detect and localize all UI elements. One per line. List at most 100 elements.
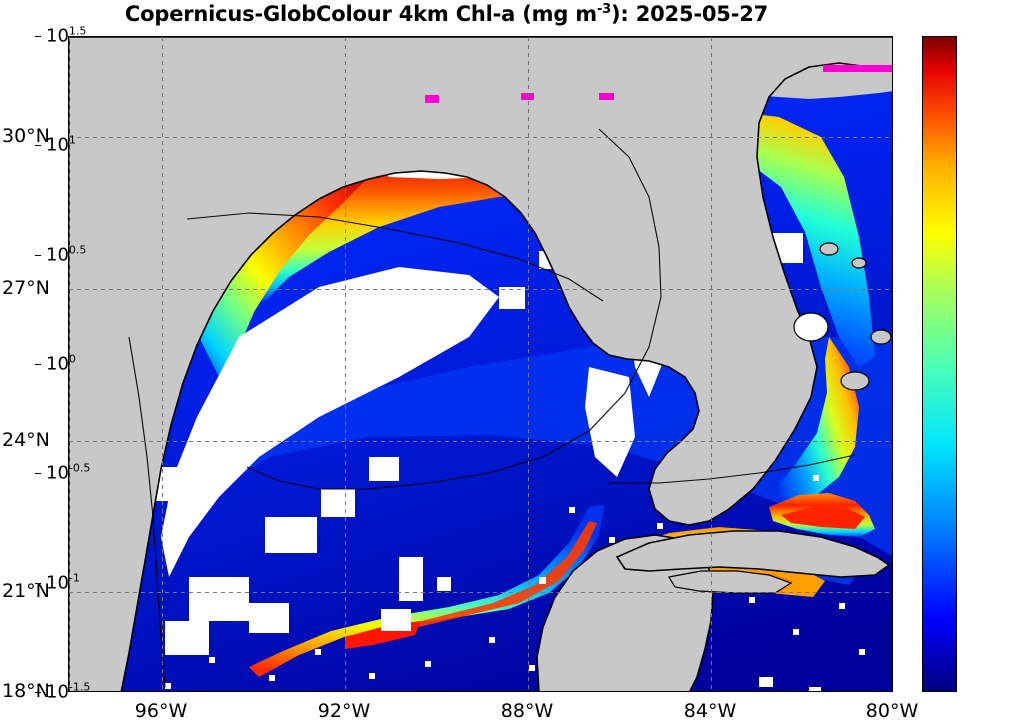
keys-maximum bbox=[781, 507, 865, 529]
xtick-88 bbox=[528, 691, 529, 692]
xtick-label-92: 92°W bbox=[317, 700, 371, 722]
title-suffix: ): 2025-05-27 bbox=[611, 2, 769, 26]
ytick-minor-29-right bbox=[892, 86, 893, 87]
cb-mantissa: 10 bbox=[46, 244, 69, 266]
xtick-minor-90 bbox=[437, 691, 438, 692]
gridline-lon-88 bbox=[528, 37, 529, 691]
cblabel-10e1: 101 bbox=[46, 135, 76, 156]
cb-mantissa: 10 bbox=[46, 134, 69, 156]
cblabel-10e-1: 10-1 bbox=[46, 573, 80, 594]
ytick-minor-28-right bbox=[892, 238, 893, 239]
magenta-marker-panhandle bbox=[599, 93, 614, 100]
xtick-84 bbox=[711, 691, 712, 692]
xtick-minor-95 bbox=[208, 691, 209, 692]
ytick-minor-22 bbox=[68, 542, 69, 543]
xtick-minor-87 bbox=[574, 691, 575, 692]
ytick-minor-28 bbox=[68, 238, 69, 239]
cbtick-1 bbox=[35, 145, 41, 146]
cblabel-10e-1.5: 10-1.5 bbox=[46, 682, 90, 703]
colorbar[interactable] bbox=[922, 36, 957, 692]
cb-mantissa: 10 bbox=[46, 25, 69, 47]
cb-mantissa: 10 bbox=[46, 681, 69, 703]
xtick-minor-91-top bbox=[391, 36, 392, 37]
land-polygons bbox=[69, 37, 892, 691]
bahamas-islands bbox=[819, 242, 892, 391]
ytick-minor-23-right bbox=[892, 491, 893, 492]
ytick-minor-26-right bbox=[892, 340, 893, 341]
magenta-transect-ne bbox=[823, 65, 892, 72]
ytick-minor-20-right bbox=[892, 642, 893, 643]
xtick-84-top bbox=[711, 36, 712, 37]
xtick-minor-94 bbox=[254, 691, 255, 692]
xtick-minor-85 bbox=[665, 691, 666, 692]
xtick-minor-86-top bbox=[620, 36, 621, 37]
cb-exponent: 0 bbox=[68, 352, 76, 366]
ytick-24 bbox=[68, 441, 69, 442]
ytick-minor-25 bbox=[68, 390, 69, 391]
magenta-annotations bbox=[425, 65, 892, 103]
ytick-27-right bbox=[892, 289, 893, 290]
gridline-lon-84 bbox=[711, 37, 712, 691]
xtick-88-top bbox=[528, 36, 529, 37]
cblabel-10e0: 100 bbox=[46, 354, 76, 375]
xtick-minor-90-top bbox=[437, 36, 438, 37]
xtick-minor-94-top bbox=[254, 36, 255, 37]
isla-de-la-juventud-shelf bbox=[668, 570, 793, 594]
cbtick-0 bbox=[35, 364, 41, 365]
xtick-minor-97 bbox=[117, 691, 118, 692]
cbtick-m0p5 bbox=[35, 473, 41, 474]
xtick-minor-89 bbox=[482, 691, 483, 692]
gridline-lat-24 bbox=[69, 441, 892, 442]
xtick-minor-83-top bbox=[757, 36, 758, 37]
ytick-27 bbox=[68, 289, 69, 290]
ytick-minor-26 bbox=[68, 340, 69, 341]
west-florida-shelf-bloom bbox=[775, 337, 859, 507]
campeche-hot-edge bbox=[405, 521, 597, 627]
cblabel-10e1.5: 101.5 bbox=[46, 26, 86, 47]
cb-exponent: 1 bbox=[68, 133, 76, 147]
cb-mantissa: 10 bbox=[46, 572, 69, 594]
title-exponent: -3 bbox=[596, 2, 612, 17]
xtick-minor-97-top bbox=[117, 36, 118, 37]
xtick-96-top bbox=[162, 36, 163, 37]
title-prefix: Copernicus-GlobColour 4km Chl-a (mg m bbox=[124, 2, 597, 26]
lake-okeechobee bbox=[793, 312, 829, 342]
cb-exponent: -1.5 bbox=[68, 680, 91, 694]
xtick-minor-81 bbox=[848, 691, 849, 692]
map-raster bbox=[69, 37, 892, 691]
cuba-island bbox=[615, 530, 891, 578]
cbtick-0p5 bbox=[35, 255, 41, 256]
ytick-minor-25-right bbox=[892, 390, 893, 391]
ytick-24-right bbox=[892, 441, 893, 442]
xtick-minor-81-top bbox=[848, 36, 849, 37]
ytick-label-27: 27°N bbox=[2, 277, 50, 299]
ytick-label-24: 24°N bbox=[2, 429, 50, 451]
chlorophyll-map-plot[interactable] bbox=[68, 36, 893, 692]
ytick-label-30: 30°N bbox=[2, 125, 50, 147]
gridline-lon-92 bbox=[345, 37, 346, 691]
cb-exponent: 0.5 bbox=[68, 243, 87, 257]
xtick-minor-85-top bbox=[665, 36, 666, 37]
xtick-minor-87-top bbox=[574, 36, 575, 37]
gridline-lat-27 bbox=[69, 289, 892, 290]
xtick-minor-91 bbox=[391, 691, 392, 692]
xtick-92-top bbox=[345, 36, 346, 37]
xtick-label-80: 80°W bbox=[865, 700, 919, 722]
cbtick-m1p5 bbox=[35, 692, 41, 693]
cb-exponent: 1.5 bbox=[68, 24, 87, 38]
xtick-label-96: 96°W bbox=[134, 700, 188, 722]
campeche-coastal-bloom bbox=[249, 505, 605, 677]
magenta-marker-mobile-bay bbox=[521, 93, 534, 100]
cb-exponent: -1 bbox=[68, 571, 80, 585]
ytick-minor-29 bbox=[68, 86, 69, 87]
xtick-label-84: 84°W bbox=[683, 700, 737, 722]
cblabel-10e-0.5: 10-0.5 bbox=[46, 463, 90, 484]
ne-gulf-shelf-bloom bbox=[629, 111, 875, 367]
gridline-lat-30 bbox=[69, 137, 892, 138]
page-title: Copernicus-GlobColour 4km Chl-a (mg m-3)… bbox=[0, 2, 893, 26]
ytick-minor-23 bbox=[68, 491, 69, 492]
xtick-92 bbox=[345, 691, 346, 692]
ytick-minor-29b bbox=[68, 188, 69, 189]
cb-mantissa: 10 bbox=[46, 462, 69, 484]
cb-exponent: -0.5 bbox=[68, 461, 91, 475]
